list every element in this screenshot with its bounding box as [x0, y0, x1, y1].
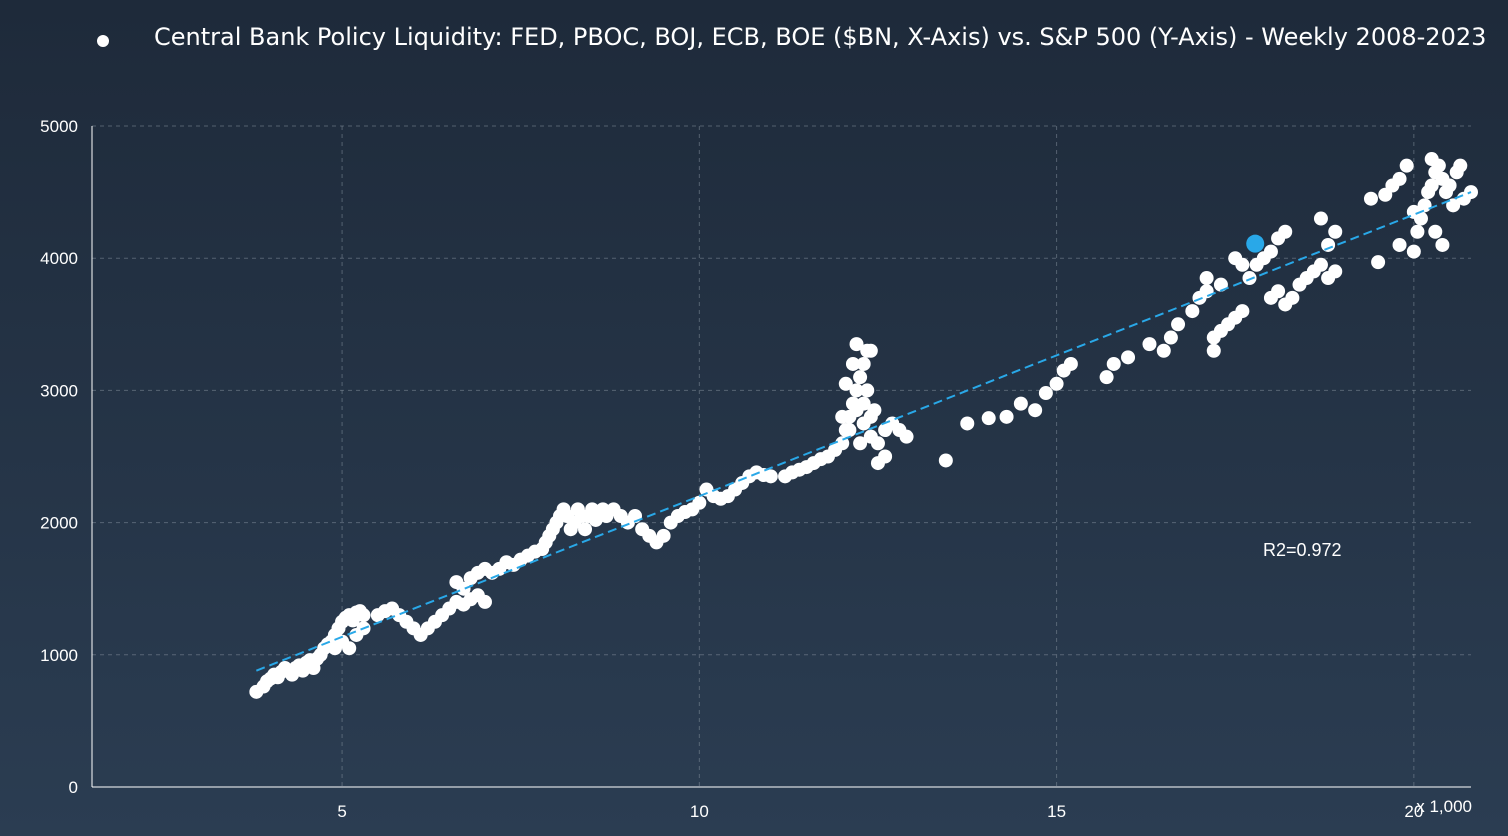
- data-point: [1278, 224, 1293, 239]
- data-point: [863, 343, 878, 358]
- data-point: [1424, 152, 1439, 167]
- x-tick-label: 10: [690, 802, 709, 821]
- data-point: [867, 403, 882, 418]
- y-tick-label: 0: [69, 778, 78, 797]
- data-point: [1424, 178, 1439, 193]
- data-point: [1413, 211, 1428, 226]
- y-tick-label: 5000: [40, 117, 78, 136]
- data-point: [849, 337, 864, 352]
- data-point: [456, 581, 471, 596]
- x-tick-label: 20: [1404, 802, 1423, 821]
- data-point: [1213, 277, 1228, 292]
- data-point: [981, 411, 996, 426]
- data-point: [1392, 237, 1407, 252]
- data-point: [842, 423, 857, 438]
- data-point: [342, 641, 357, 656]
- y-tick-label: 4000: [40, 249, 78, 268]
- data-point: [853, 370, 868, 385]
- y-tick-label: 2000: [40, 514, 78, 533]
- data-point: [1013, 396, 1028, 411]
- data-point: [1171, 317, 1186, 332]
- data-point: [1206, 343, 1221, 358]
- data-point: [1417, 198, 1432, 213]
- data-point: [938, 453, 953, 468]
- data-point: [692, 495, 707, 510]
- grid-lines: [92, 125, 1471, 787]
- data-point: [860, 383, 875, 398]
- data-point: [835, 409, 850, 424]
- data-point: [578, 522, 593, 537]
- data-point: [1099, 370, 1114, 385]
- data-point: [1285, 290, 1300, 305]
- data-point: [849, 383, 864, 398]
- data-point: [656, 528, 671, 543]
- tick-labels: 0 1000 2000 3000 4000 5000 5 10 15 20: [40, 117, 1423, 821]
- data-point: [1106, 356, 1121, 371]
- data-point: [1399, 158, 1414, 173]
- chart-title: Central Bank Policy Liquidity: FED, PBOC…: [154, 23, 1486, 51]
- data-point: [1235, 304, 1250, 319]
- data-point: [1028, 403, 1043, 418]
- x-tick-label: 5: [337, 802, 346, 821]
- x-axis-unit-label: x 1,000: [1416, 797, 1472, 816]
- data-point: [1410, 224, 1425, 239]
- data-point: [1435, 237, 1450, 252]
- data-point: [960, 416, 975, 431]
- data-point: [1321, 237, 1336, 252]
- y-tick-label: 1000: [40, 646, 78, 665]
- data-point: [1363, 191, 1378, 206]
- data-point: [1442, 178, 1457, 193]
- data-point: [356, 608, 371, 623]
- data-point: [477, 594, 492, 609]
- y-tick-label: 3000: [40, 381, 78, 400]
- data-point: [999, 409, 1014, 424]
- data-point: [1328, 224, 1343, 239]
- data-point: [1371, 255, 1386, 270]
- axes: [91, 126, 1471, 788]
- data-point: [763, 469, 778, 484]
- data-point: [870, 456, 885, 471]
- highlight-point: [1246, 234, 1265, 253]
- data-point: [1271, 284, 1286, 299]
- data-point: [1313, 257, 1328, 272]
- data-point: [1406, 244, 1421, 259]
- data-point: [1049, 376, 1064, 391]
- data-point: [1063, 356, 1078, 371]
- data-point: [853, 436, 868, 451]
- data-point: [1163, 330, 1178, 345]
- data-point: [1428, 224, 1443, 239]
- data-point: [1156, 343, 1171, 358]
- data-point: [1142, 337, 1157, 352]
- data-point: [1242, 271, 1257, 286]
- data-point: [899, 429, 914, 444]
- data-point: [849, 403, 864, 418]
- data-point: [1199, 271, 1214, 286]
- data-point: [1199, 284, 1214, 299]
- data-point: [1328, 264, 1343, 279]
- data-point: [838, 376, 853, 391]
- data-points: [249, 152, 1478, 699]
- data-point: [1453, 158, 1468, 173]
- r-squared-annotation: R2=0.972: [1263, 540, 1342, 560]
- data-point: [1185, 304, 1200, 319]
- data-point: [856, 356, 871, 371]
- data-point: [835, 436, 850, 451]
- data-point: [1313, 211, 1328, 226]
- trend-line: [255, 191, 1472, 672]
- data-point: [1038, 386, 1053, 401]
- legend-marker: [97, 35, 109, 47]
- data-point: [1235, 257, 1250, 272]
- data-point: [1392, 171, 1407, 186]
- x-tick-label: 15: [1047, 802, 1066, 821]
- data-point: [845, 356, 860, 371]
- legend: Central Bank Policy Liquidity: FED, PBOC…: [97, 23, 1486, 51]
- data-point: [1263, 244, 1278, 259]
- data-point: [870, 436, 885, 451]
- data-point: [1121, 350, 1136, 365]
- data-point: [1446, 198, 1461, 213]
